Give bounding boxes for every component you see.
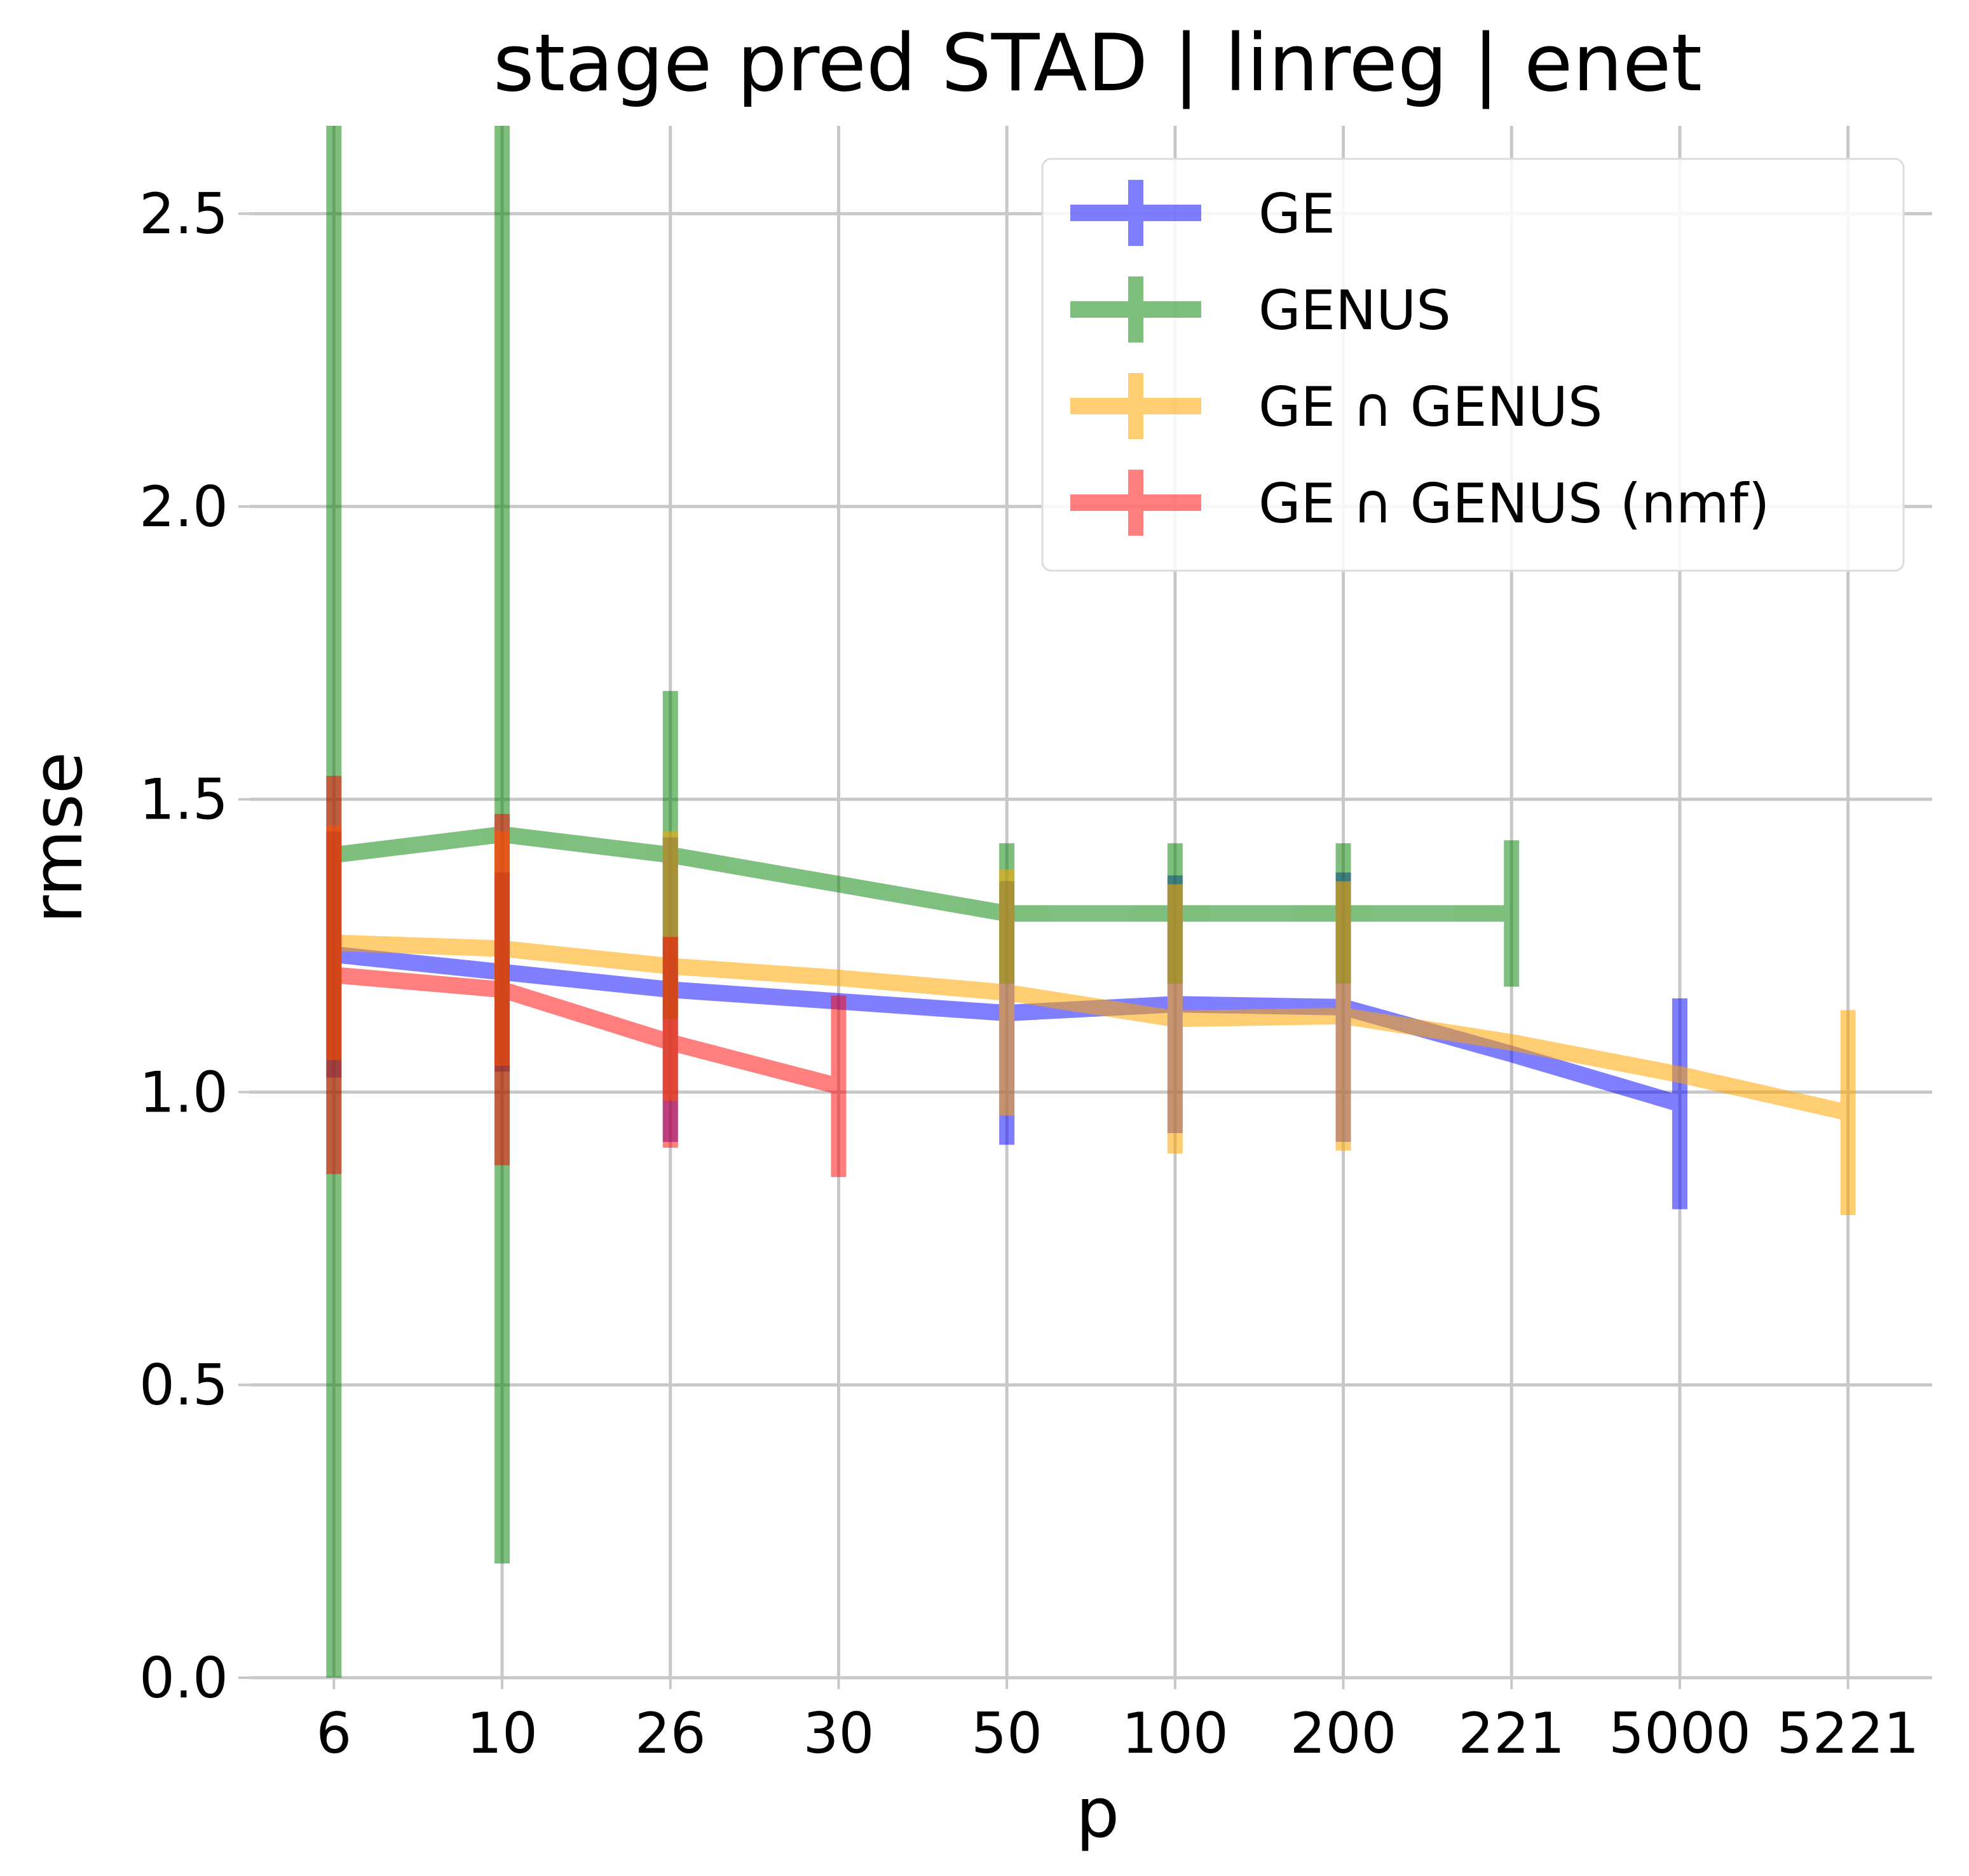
x-tick-label: 30 bbox=[803, 1701, 874, 1766]
data-point bbox=[1677, 1072, 1682, 1077]
legend-swatch bbox=[1070, 373, 1201, 439]
tick-layer: 6 10 26 30 50 100 200 221 5000 5221 0.0 0.5 1.0 1.5 2.… bbox=[139, 181, 1919, 1766]
legend-item: GE bbox=[1070, 180, 1335, 246]
series-line bbox=[332, 826, 1512, 922]
series-layer bbox=[326, 126, 1856, 1678]
y-tick-label: 0.5 bbox=[139, 1352, 228, 1418]
x-tick-label: 200 bbox=[1290, 1701, 1397, 1766]
legend-item: GENUS bbox=[1070, 276, 1451, 343]
series-line bbox=[333, 934, 1850, 1121]
y-tick-label: 1.5 bbox=[139, 767, 228, 833]
chart-title: stage pred STAD | linreg | enet bbox=[493, 18, 1702, 109]
legend-label: GE ∩ GENUS bbox=[1258, 376, 1602, 439]
legend-swatch bbox=[1070, 276, 1201, 343]
x-tick-label: 50 bbox=[971, 1701, 1042, 1766]
legend-swatch bbox=[1070, 470, 1201, 536]
data-point bbox=[1509, 1052, 1514, 1056]
y-tick-label: 0.0 bbox=[139, 1645, 228, 1711]
legend-label: GE bbox=[1258, 182, 1335, 246]
legend-frame bbox=[1041, 158, 1905, 572]
series-ge-genus-nmf bbox=[326, 775, 847, 1178]
data-point bbox=[1509, 1040, 1514, 1045]
legend-label: GENUS bbox=[1258, 279, 1451, 343]
x-tick-label: 5000 bbox=[1609, 1701, 1751, 1766]
series-line bbox=[333, 967, 841, 1094]
series-ge-genus bbox=[326, 826, 1856, 1216]
y-axis-label: rmse bbox=[18, 752, 98, 923]
legend-label: GE ∩ GENUS (nmf) bbox=[1258, 472, 1769, 536]
y-tick-label: 1.0 bbox=[139, 1059, 228, 1125]
x-tick-label: 26 bbox=[635, 1701, 706, 1766]
data-point bbox=[836, 975, 841, 980]
x-tick-label: 10 bbox=[467, 1701, 538, 1766]
legend-item: GE ∩ GENUS bbox=[1070, 373, 1602, 439]
legend: GE GENUS GE ∩ GENUS GE ∩ GENUS (nmf) bbox=[1041, 158, 1905, 572]
legend-swatch bbox=[1070, 180, 1201, 246]
y-tick-label: 2.0 bbox=[139, 474, 228, 540]
data-point bbox=[836, 882, 841, 887]
x-tick-label: 6 bbox=[316, 1701, 351, 1766]
x-axis-label: p bbox=[1076, 1774, 1120, 1853]
legend-item: GE ∩ GENUS (nmf) bbox=[1070, 470, 1769, 536]
x-tick-label: 100 bbox=[1122, 1701, 1229, 1766]
x-tick-label: 5221 bbox=[1777, 1701, 1919, 1766]
x-tick-label: 221 bbox=[1458, 1701, 1565, 1766]
y-tick-label: 2.5 bbox=[139, 181, 228, 247]
